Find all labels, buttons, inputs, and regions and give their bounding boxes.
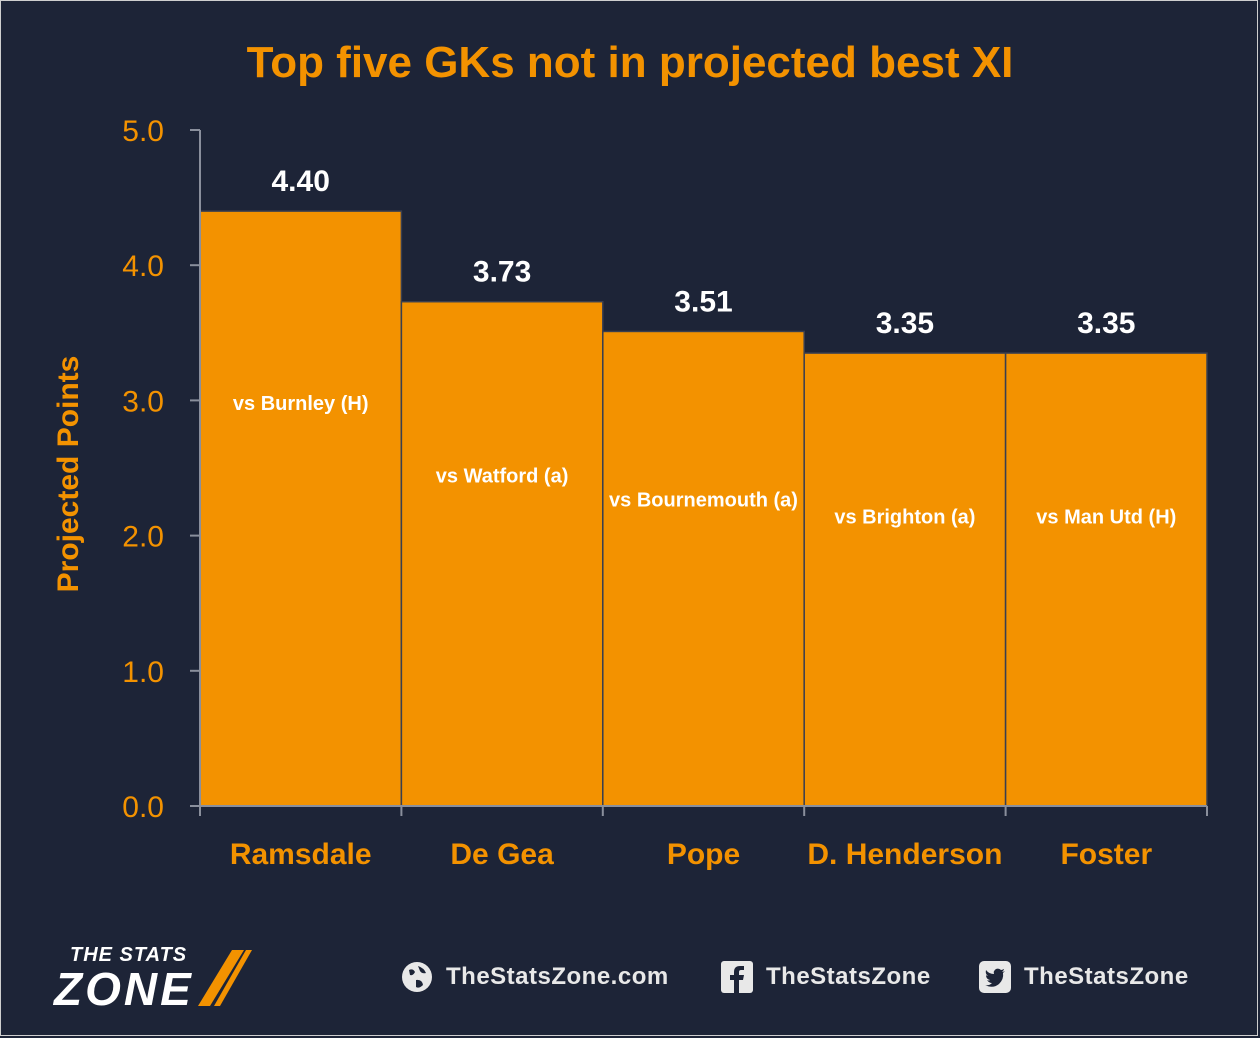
data-label: 3.35 xyxy=(876,307,934,340)
facebook-icon xyxy=(721,961,753,993)
bar xyxy=(1004,352,1208,807)
x-tick-label: Ramsdale xyxy=(230,838,372,871)
x-tick-label: Foster xyxy=(1060,838,1152,871)
y-tick-label: 4.0 xyxy=(122,250,164,283)
data-label: 3.51 xyxy=(674,285,732,318)
facebook-link[interactable]: TheStatsZone xyxy=(720,960,931,994)
bar xyxy=(199,210,403,807)
bar xyxy=(400,300,604,807)
y-tick-label: 3.0 xyxy=(122,385,164,418)
bar-chart: 0.0 1.0 2.0 3.0 4.0 5.0 Ramsdale 4.40 vs Burnley… xyxy=(52,115,1208,871)
logo-stripe-icon xyxy=(198,950,252,1006)
fixture-label: vs Watford (a) xyxy=(436,466,569,488)
bar xyxy=(602,330,805,807)
x-tick-label: De Gea xyxy=(450,838,554,871)
footer: THE STATS ZONE TheStatsZone.com TheStats… xyxy=(0,930,1260,1030)
website-link[interactable]: TheStatsZone.com xyxy=(400,960,669,994)
data-label: 3.73 xyxy=(473,256,531,289)
chart-title: Top five GKs not in projected best XI xyxy=(246,38,1014,87)
y-tick-label: 5.0 xyxy=(122,115,164,148)
y-tick-label: 2.0 xyxy=(122,521,164,554)
globe-icon xyxy=(402,962,432,992)
x-tick-label: D. Henderson xyxy=(807,838,1002,871)
logo-bottom-text: ZONE xyxy=(54,963,194,1015)
facebook-text: TheStatsZone xyxy=(766,963,931,990)
twitter-icon xyxy=(979,961,1011,993)
data-label: 3.35 xyxy=(1077,307,1135,340)
y-tick-label: 0.0 xyxy=(122,791,164,824)
logo-top-text: THE STATS xyxy=(70,944,188,966)
fixture-label: vs Man Utd (H) xyxy=(1036,507,1176,529)
twitter-link[interactable]: TheStatsZone xyxy=(978,960,1189,994)
fixture-label: vs Brighton (a) xyxy=(834,507,975,529)
stats-zone-logo: THE STATS ZONE xyxy=(52,940,272,1020)
x-tick-label: Pope xyxy=(667,838,740,871)
fixture-label: vs Burnley (H) xyxy=(233,393,369,415)
fixture-label: vs Bournemouth (a) xyxy=(609,489,798,511)
y-tick-label: 1.0 xyxy=(122,656,164,689)
data-label: 4.40 xyxy=(272,165,330,198)
y-axis-label: Projected Points xyxy=(52,356,85,593)
website-text: TheStatsZone.com xyxy=(446,963,669,990)
twitter-text: TheStatsZone xyxy=(1024,963,1189,990)
bar xyxy=(803,352,1007,807)
